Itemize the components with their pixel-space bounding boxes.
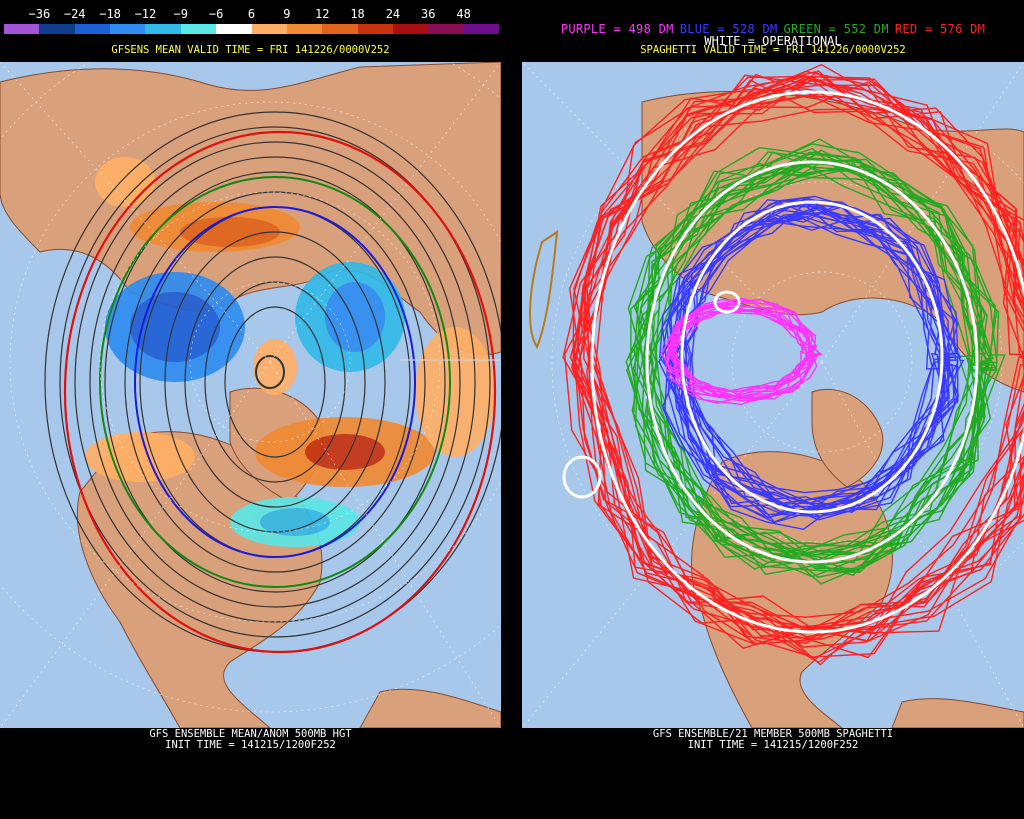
left-caption-line2: INIT TIME = 141215/1200F252: [165, 739, 336, 751]
colorbar-swatch-6: [216, 24, 252, 34]
colorbar-swatch-3: [110, 24, 146, 34]
right-caption-line1: GFS ENSEMBLE/21 MEMBER 500MB SPAGHETTI: [652, 728, 894, 740]
colorbar-tick: −24: [63, 7, 86, 21]
legend-entry: RED = 576 DM: [894, 22, 986, 36]
colorbar-swatch-10: [357, 24, 393, 34]
anomaly-positive-pacific: [415, 327, 495, 457]
spaghetti-member-contour: [586, 81, 1024, 629]
right-panel: PURPLE = 498 DM BLUE = 528 DM GREEN = 552 …: [522, 0, 1024, 819]
colorbar-swatch-8: [286, 24, 323, 34]
spaghetti-member-contour: [676, 206, 958, 510]
spaghetti-member-contour: [650, 138, 1006, 566]
spaghetti-contours: [562, 63, 1024, 666]
spaghetti-member-contour: [631, 162, 979, 553]
colorbar-swatch-13: [463, 24, 500, 34]
left-panel: −36 −24 −18 −12 −9 −6 6 9 12 18 24 36 48 GFSENS MEAN…: [0, 0, 501, 819]
anomaly-colorbar: [4, 24, 500, 34]
spaghetti-member-contour: [587, 73, 1024, 633]
spaghetti-member-contour: [648, 150, 994, 570]
spaghetti-member-contour: [573, 70, 1024, 618]
colorbar-tick: 18: [350, 7, 365, 21]
right-valid-time-title: SPAGHETTI VALID TIME = FRI 141226/0000V2…: [640, 44, 906, 56]
spaghetti-member-contour: [575, 71, 1024, 646]
spaghetti-member-contour: [633, 158, 986, 574]
contour-576-red: [63, 130, 497, 654]
spaghetti-member-contour: [563, 76, 1024, 648]
land-south-america: [891, 698, 1024, 728]
land-greenland: [811, 388, 884, 488]
spaghetti-member-contour: [678, 208, 958, 523]
spaghetti-color-legend: PURPLE = 498 DM BLUE = 528 DM GREEN = 552 …: [522, 22, 1024, 36]
operational-contours: [562, 90, 1024, 634]
colorbar-swatch-5: [180, 24, 217, 34]
spaghetti-member-contour: [585, 78, 1024, 631]
left-valid-time-title: GFSENS MEAN VALID TIME = FRI 141226/0000…: [111, 44, 390, 56]
spaghetti-member-contour: [665, 308, 815, 404]
colorbar-swatch-12: [428, 24, 464, 34]
colorbar-swatch-1: [39, 24, 75, 34]
left-map-ensemble-mean: [0, 62, 501, 728]
right-caption-line2: INIT TIME = 141215/1200F252: [687, 739, 859, 751]
colorbar-swatch-11: [392, 24, 429, 34]
left-caption-line1: GFS ENSEMBLE MEAN/ANOM 500MB HGT: [149, 728, 352, 740]
spaghetti-member-contour: [583, 63, 1024, 640]
contour-528-blue: [134, 206, 416, 558]
colorbar-tick: 12: [314, 7, 330, 21]
colorbar-swatch-2: [74, 24, 111, 34]
spaghetti-member-contour: [627, 156, 976, 556]
contour-552-green: [99, 176, 451, 588]
spaghetti-member-contour: [635, 143, 994, 557]
colorbar-tick: −36: [28, 7, 51, 21]
anomaly-positive-west: [85, 432, 195, 482]
spaghetti-member-contour: [568, 75, 1024, 638]
colorbar-tick: −12: [134, 7, 157, 21]
colorbar-swatch-0: [4, 24, 40, 34]
colorbar-tick-labels: −36 −24 −18 −12 −9 −6 6 9 12 18 24 36 48: [4, 7, 499, 21]
spaghetti-member-contour: [646, 162, 979, 577]
colorbar-tick: 48: [456, 7, 471, 21]
legend-entry: PURPLE = 498 DM: [560, 22, 674, 36]
colorbar-tick: 24: [385, 7, 401, 21]
spaghetti-member-contour: [574, 75, 1024, 640]
right-map-spaghetti: [522, 62, 1024, 728]
spaghetti-member-contour: [642, 149, 1000, 585]
colorbar-tick: 9: [283, 7, 291, 21]
colorbar-swatch-4: [145, 24, 181, 34]
colorbar-tick: 36: [421, 7, 436, 21]
panel-divider: [501, 0, 522, 819]
spaghetti-member-contour: [672, 298, 818, 393]
colorbar-swatch-7: [251, 24, 287, 34]
spaghetti-member-contour: [673, 310, 823, 400]
spaghetti-member-contour: [670, 298, 816, 392]
colorbar-swatch-9: [322, 24, 358, 34]
colorbar-tick: −9: [173, 7, 189, 21]
spaghetti-member-contour: [676, 204, 965, 518]
colorbar-tick: −18: [99, 7, 121, 21]
land-south-america: [359, 688, 501, 728]
legend-entry: GREEN = 552 DM: [783, 22, 889, 36]
legend-entry: BLUE = 528 DM: [679, 22, 778, 36]
colorbar-tick: −6: [208, 7, 224, 21]
operational-legend: WHITE = OPERATIONAL: [704, 34, 842, 48]
colorbar-tick: 6: [247, 7, 256, 21]
spaghetti-member-contour: [664, 308, 804, 398]
